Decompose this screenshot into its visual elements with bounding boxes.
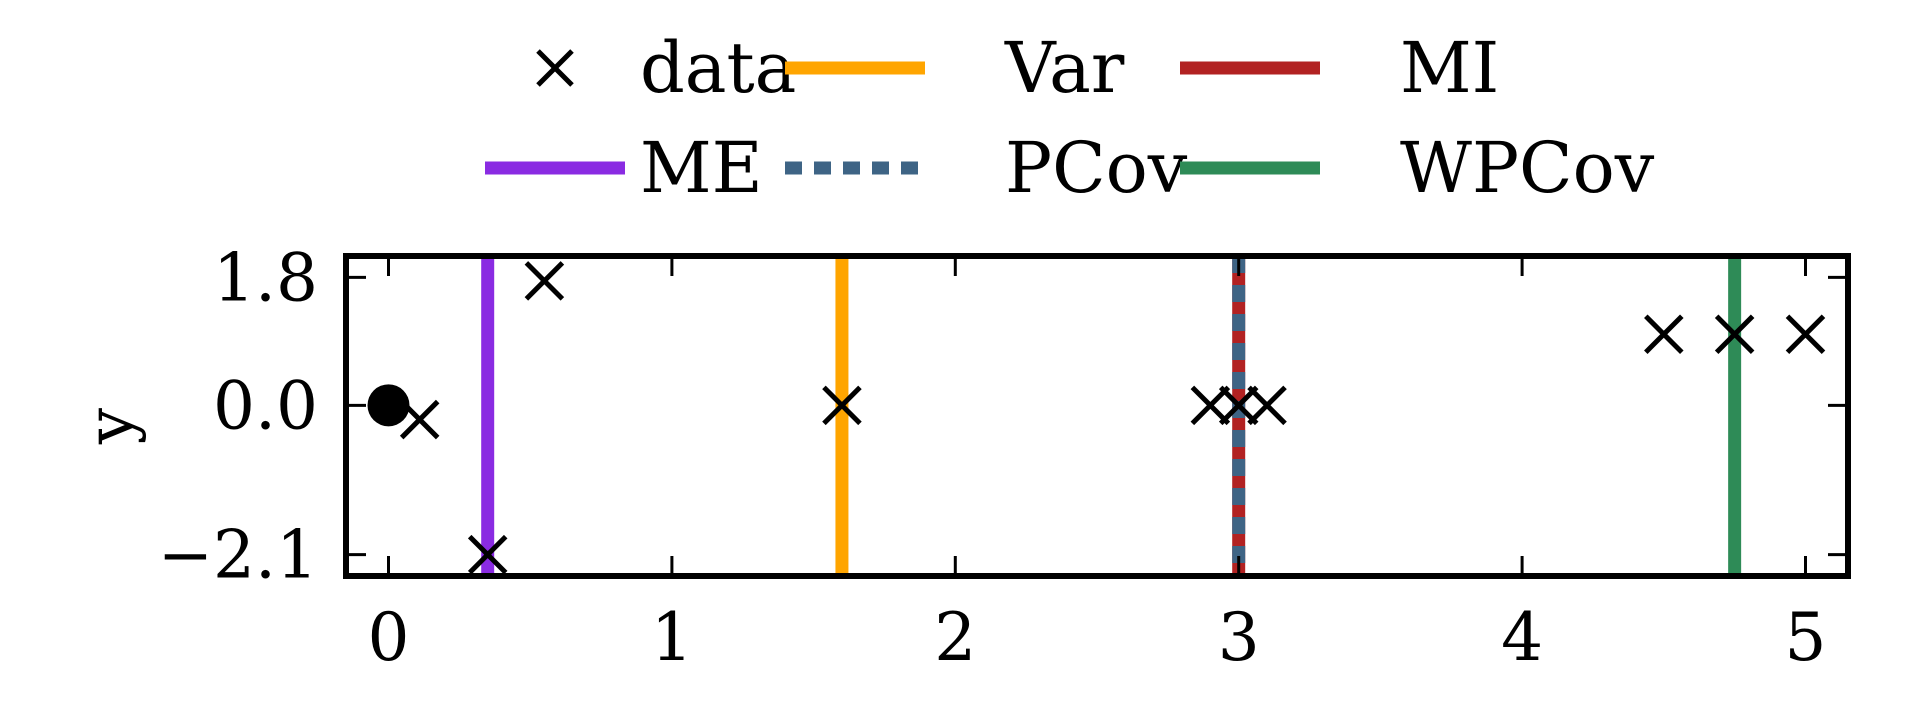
data-point-7 bbox=[1644, 314, 1684, 354]
data-point-9 bbox=[1785, 314, 1826, 354]
y-axis-label: y bbox=[74, 408, 148, 445]
x-tick-label-4: 4 bbox=[1501, 599, 1543, 676]
x-tick-label-3: 3 bbox=[1218, 599, 1260, 676]
data-point-2 bbox=[524, 261, 565, 301]
plot-frame bbox=[343, 253, 1851, 579]
legend-item-var: Var bbox=[785, 27, 1125, 109]
legend-label-me: ME bbox=[640, 127, 763, 209]
legend-item-me: ME bbox=[485, 127, 763, 209]
plot-area bbox=[367, 256, 1826, 576]
legend-label-data: data bbox=[640, 27, 796, 109]
y-tick-label-1: 0.0 bbox=[213, 367, 318, 444]
legend-item-pcov: PCov bbox=[785, 127, 1188, 209]
legend-label-var: Var bbox=[1004, 27, 1125, 109]
legend-label-pcov: PCov bbox=[1005, 127, 1188, 209]
x-tick-label-2: 2 bbox=[934, 599, 976, 676]
legend: data Var MI ME PCov WPCov bbox=[485, 27, 1655, 209]
data-point-6 bbox=[1247, 385, 1287, 426]
axes: 0 1 2 3 4 5 1.8 0.0 −2.1 y bbox=[74, 239, 1851, 676]
data-point-0 bbox=[399, 399, 440, 440]
y-tick-label-2: −2.1 bbox=[158, 517, 318, 594]
legend-marker-data bbox=[536, 49, 574, 87]
data-point-4 bbox=[1190, 385, 1231, 426]
data-point-5 bbox=[1218, 385, 1259, 426]
x-tick-label-5: 5 bbox=[1784, 599, 1826, 676]
legend-label-wpcov: WPCov bbox=[1400, 127, 1655, 209]
legend-item-data: data bbox=[536, 27, 796, 109]
x-tick-label-1: 1 bbox=[651, 599, 693, 676]
data-point-1 bbox=[467, 534, 508, 575]
y-tick-label-0: 1.8 bbox=[213, 239, 318, 316]
data-point-3 bbox=[822, 385, 862, 426]
legend-item-mi: MI bbox=[1180, 27, 1499, 109]
data-point-8 bbox=[1714, 314, 1755, 354]
reference-point bbox=[367, 384, 410, 427]
legend-item-wpcov: WPCov bbox=[1180, 127, 1655, 209]
x-tick-label-0: 0 bbox=[368, 599, 410, 676]
legend-label-mi: MI bbox=[1400, 27, 1499, 109]
